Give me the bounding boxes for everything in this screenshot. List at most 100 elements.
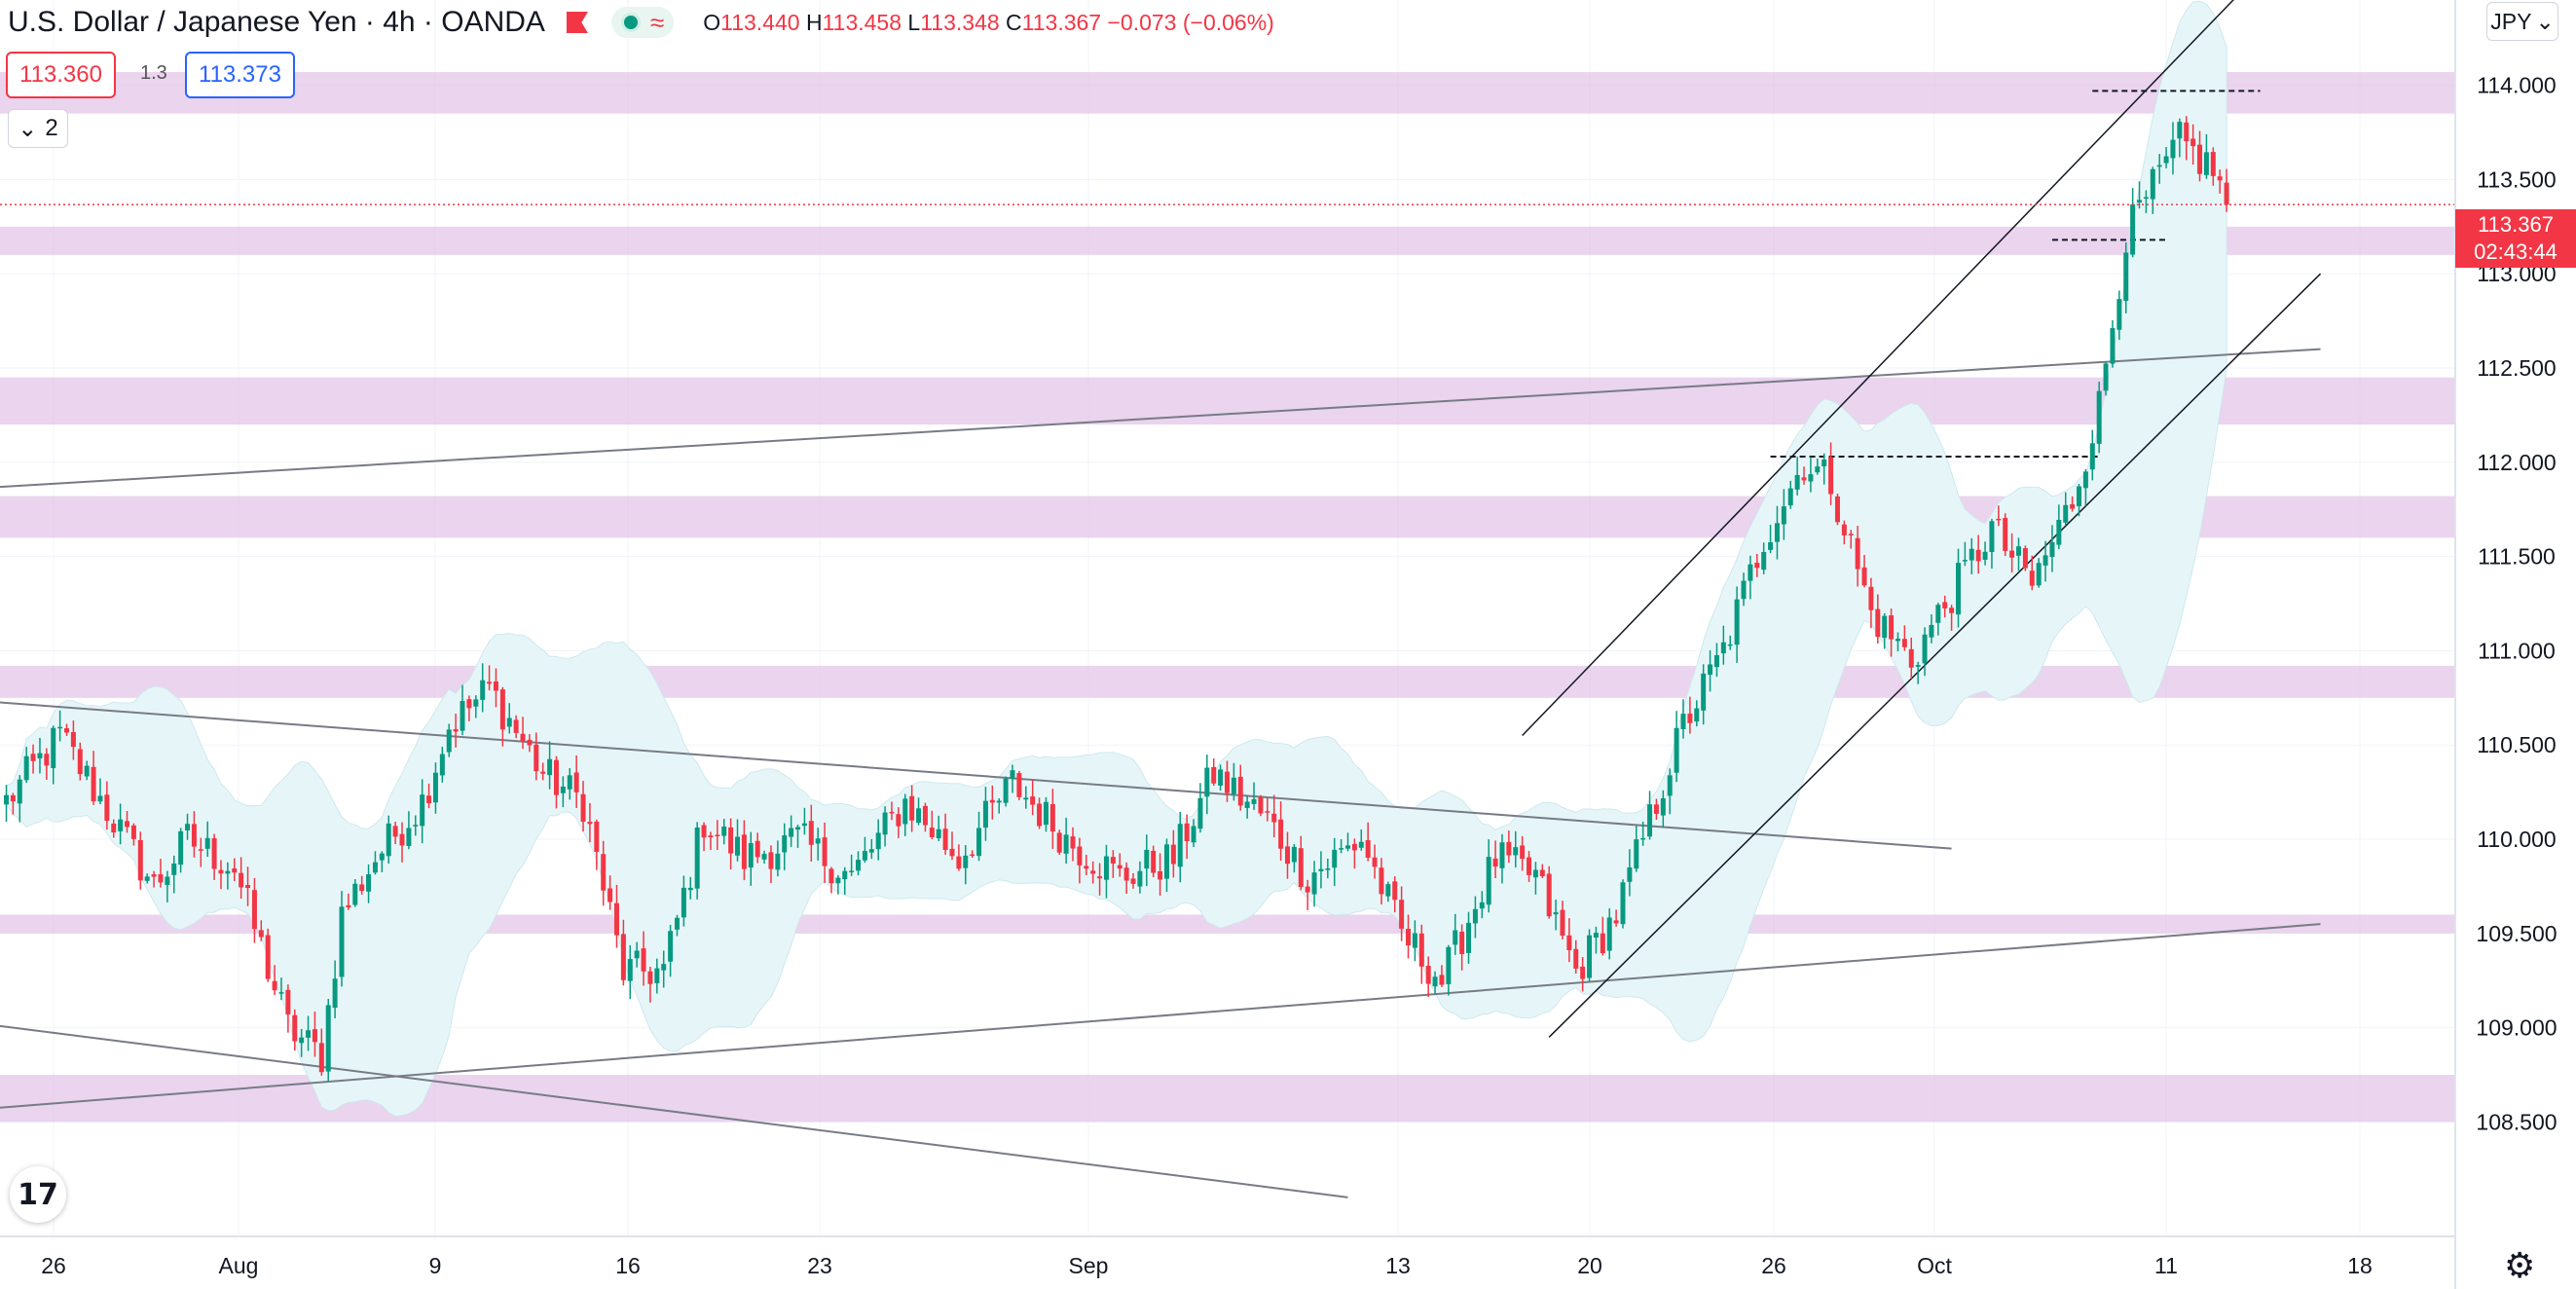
candle-body bbox=[1680, 714, 1686, 730]
candle-body bbox=[2049, 541, 2055, 558]
candle-body bbox=[352, 883, 358, 905]
support-resistance-zone bbox=[0, 665, 2455, 698]
candle-body bbox=[1761, 551, 1767, 571]
market-status-pill[interactable]: ≈ bbox=[610, 7, 675, 38]
candle-body bbox=[1566, 935, 1572, 951]
y-tick-label: 114.000 bbox=[2477, 73, 2556, 98]
tradingview-logo-icon[interactable]: 17 bbox=[10, 1166, 66, 1223]
candle-body bbox=[453, 728, 459, 732]
candle-body bbox=[178, 830, 184, 865]
candle-body bbox=[936, 829, 941, 838]
channel-line bbox=[1548, 273, 2322, 1038]
candle-body bbox=[1647, 804, 1653, 837]
ohlc-readout: O113.440 H113.458 L113.348 C113.367 −0.0… bbox=[703, 10, 1274, 36]
y-tick-label: 108.500 bbox=[2476, 1109, 2557, 1134]
candle-body bbox=[754, 840, 760, 858]
candle-body bbox=[506, 718, 512, 727]
candle-body bbox=[1345, 845, 1350, 849]
candle-body bbox=[741, 834, 747, 869]
candle-body bbox=[1023, 797, 1029, 800]
candle-body bbox=[1265, 811, 1270, 813]
candle-body bbox=[2143, 197, 2149, 199]
candle-body bbox=[2063, 504, 2069, 523]
candle-body bbox=[2110, 328, 2116, 364]
candle-body bbox=[1117, 865, 1122, 869]
flag-icon[interactable] bbox=[566, 12, 588, 33]
candle-body bbox=[1560, 909, 1565, 937]
candle-body bbox=[1016, 773, 1022, 797]
candle-body bbox=[708, 835, 714, 838]
candle-body bbox=[1620, 882, 1626, 925]
indicators-collapse-button[interactable]: ⌄ 2 bbox=[8, 109, 68, 148]
candle-body bbox=[1037, 803, 1043, 827]
candle-body bbox=[1084, 865, 1089, 869]
x-tick-label: 13 bbox=[1385, 1253, 1411, 1278]
candle-body bbox=[801, 823, 807, 827]
y-tick-label: 111.000 bbox=[2478, 638, 2556, 663]
candle-body bbox=[1432, 976, 1438, 987]
candle-body bbox=[165, 876, 170, 885]
candle-body bbox=[1412, 933, 1417, 948]
candle-body bbox=[499, 689, 505, 730]
candle-body bbox=[2203, 152, 2209, 175]
candle-body bbox=[2170, 139, 2176, 159]
currency-button[interactable]: JPY ⌄ bbox=[2486, 2, 2558, 41]
candle-body bbox=[868, 849, 874, 853]
support-resistance-zone bbox=[0, 226, 2455, 255]
last-price-value: 113.367 bbox=[2478, 212, 2554, 237]
candle-body bbox=[439, 754, 445, 776]
candle-body bbox=[278, 992, 284, 994]
candle-body bbox=[768, 852, 774, 869]
candle-body bbox=[1975, 549, 1981, 562]
candle-body bbox=[1291, 846, 1297, 863]
x-tick-label: 20 bbox=[1577, 1253, 1602, 1278]
candle-body bbox=[2042, 555, 2048, 566]
candle-body bbox=[1834, 496, 1840, 523]
candle-body bbox=[191, 824, 197, 847]
support-resistance-zone bbox=[0, 72, 2455, 114]
candle-body bbox=[1929, 624, 1934, 638]
symbol-title[interactable]: U.S. Dollar / Japanese Yen · 4h · OANDA bbox=[8, 6, 545, 38]
candle-body bbox=[1606, 917, 1612, 951]
candle-body bbox=[30, 754, 36, 761]
candle-body bbox=[2130, 203, 2136, 255]
candle-body bbox=[64, 728, 70, 733]
candle-body bbox=[1211, 766, 1217, 784]
candle-body bbox=[1244, 801, 1250, 808]
candle-body bbox=[285, 989, 291, 1015]
y-tick-label: 109.000 bbox=[2476, 1015, 2557, 1041]
candle-body bbox=[466, 699, 472, 709]
candle-body bbox=[1713, 654, 1719, 668]
candle-body bbox=[1332, 849, 1338, 868]
candle-body bbox=[1284, 846, 1290, 865]
candle-body bbox=[245, 884, 251, 889]
candle-body bbox=[125, 821, 130, 828]
y-tick-label: 112.000 bbox=[2477, 450, 2556, 475]
y-tick-label: 111.500 bbox=[2478, 544, 2556, 570]
x-tick-label: Aug bbox=[219, 1253, 259, 1278]
candle-body bbox=[2089, 443, 2095, 470]
candle-body bbox=[1406, 929, 1412, 946]
gear-icon[interactable]: ⚙ bbox=[2504, 1246, 2536, 1286]
candle-body bbox=[1634, 839, 1639, 869]
candle-body bbox=[1043, 801, 1049, 826]
candle-body bbox=[432, 772, 438, 803]
candle-body bbox=[1385, 884, 1391, 897]
candle-body bbox=[534, 744, 539, 772]
candle-body bbox=[118, 819, 124, 831]
candle-body bbox=[1841, 524, 1847, 535]
candle-body bbox=[2056, 519, 2062, 545]
buy-button[interactable]: 113.373 bbox=[185, 52, 295, 98]
candle-body bbox=[828, 868, 834, 884]
candle-body bbox=[413, 825, 419, 827]
candle-body bbox=[1439, 975, 1445, 985]
sell-button[interactable]: 113.360 bbox=[6, 52, 116, 98]
candle-body bbox=[1808, 474, 1814, 482]
candle-body bbox=[849, 870, 855, 872]
x-tick-label: 26 bbox=[1761, 1253, 1786, 1278]
candle-body bbox=[963, 855, 969, 868]
channel-line bbox=[1522, 0, 2234, 737]
candle-body bbox=[1848, 534, 1854, 535]
candle-body bbox=[882, 812, 888, 835]
